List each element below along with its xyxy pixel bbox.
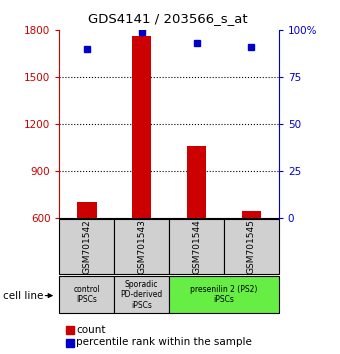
Bar bbox=[187, 146, 206, 312]
Bar bbox=[77, 202, 97, 312]
Bar bbox=[132, 36, 151, 312]
Bar bbox=[59, 276, 114, 313]
Text: count: count bbox=[76, 325, 106, 335]
Text: GSM701542: GSM701542 bbox=[82, 219, 91, 274]
Text: GSM701545: GSM701545 bbox=[247, 219, 256, 274]
Text: GSM701544: GSM701544 bbox=[192, 219, 201, 274]
Text: cell line: cell line bbox=[3, 291, 44, 301]
Text: presenilin 2 (PS2)
iPSCs: presenilin 2 (PS2) iPSCs bbox=[190, 285, 258, 304]
Bar bbox=[114, 219, 169, 274]
Bar bbox=[114, 276, 169, 313]
Bar bbox=[169, 276, 279, 313]
Text: percentile rank within the sample: percentile rank within the sample bbox=[76, 337, 252, 347]
Bar bbox=[242, 211, 261, 312]
Text: GDS4141 / 203566_s_at: GDS4141 / 203566_s_at bbox=[88, 12, 248, 25]
Bar bbox=[224, 219, 279, 274]
Text: GSM701543: GSM701543 bbox=[137, 219, 146, 274]
Text: Sporadic
PD-derived
iPSCs: Sporadic PD-derived iPSCs bbox=[121, 280, 163, 310]
Bar bbox=[59, 219, 114, 274]
Bar bbox=[169, 219, 224, 274]
Text: control
IPSCs: control IPSCs bbox=[73, 285, 100, 304]
